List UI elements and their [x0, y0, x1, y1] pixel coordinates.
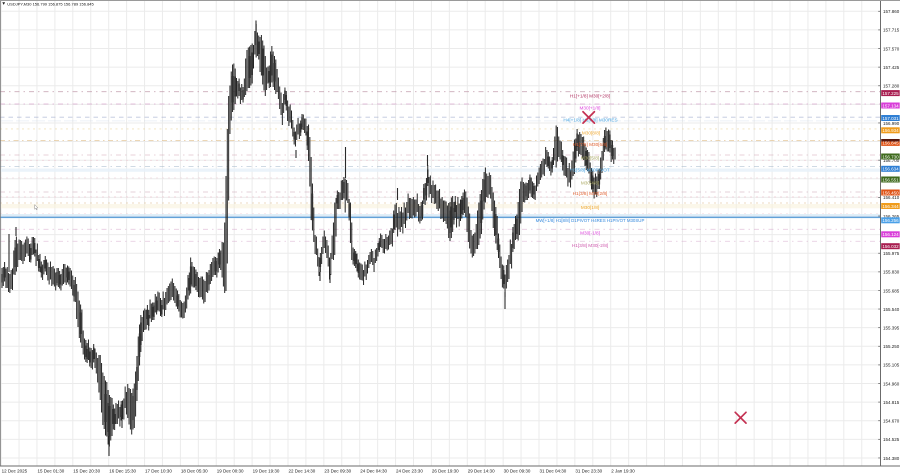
svg-text:24 Dec 23:30: 24 Dec 23:30 — [396, 469, 423, 474]
svg-text:157.134: 157.134 — [882, 103, 899, 108]
svg-text:156.124: 156.124 — [882, 232, 899, 237]
svg-text:19 Dec 19:30: 19 Dec 19:30 — [253, 469, 280, 474]
svg-text:16 Dec 15:30: 16 Dec 15:30 — [109, 469, 136, 474]
svg-text:19 Dec 00:30: 19 Dec 00:30 — [217, 469, 244, 474]
svg-text:155.830: 155.830 — [883, 270, 900, 275]
svg-text:156.634: 156.634 — [882, 167, 899, 172]
svg-text:18 Dec 05:30: 18 Dec 05:30 — [181, 469, 208, 474]
svg-text:154.380: 154.380 — [883, 456, 900, 461]
svg-text:155.250: 155.250 — [883, 344, 900, 349]
svg-text:157.280: 157.280 — [883, 84, 900, 89]
svg-text:31 Dec 04:30: 31 Dec 04:30 — [540, 469, 567, 474]
svg-text:154.960: 154.960 — [883, 381, 900, 386]
svg-text:H1[3/8] M30[-2/8]: H1[3/8] M30[-2/8] — [572, 243, 608, 248]
svg-text:MW[+1/8] H1[8/8] D1PIVOT H4RES: MW[+1/8] H1[8/8] D1PIVOT H4RES H1PIVOT M… — [536, 218, 645, 223]
svg-text:156.265: 156.265 — [883, 214, 900, 219]
svg-text:156.845: 156.845 — [882, 140, 899, 145]
svg-text:24 Dec 04:30: 24 Dec 04:30 — [360, 469, 387, 474]
svg-text:12 Dec 2025: 12 Dec 2025 — [2, 469, 28, 474]
svg-text:M30[+1/8]: M30[+1/8] — [580, 105, 601, 110]
svg-text:155.395: 155.395 — [883, 325, 900, 330]
svg-text:156.032: 156.032 — [882, 244, 899, 249]
svg-text:157.570: 157.570 — [883, 46, 900, 51]
svg-text:156.450: 156.450 — [882, 190, 899, 195]
svg-text:156.256: 156.256 — [882, 218, 899, 223]
svg-text:H1[7/8] M30[6/8]: H1[7/8] M30[6/8] — [573, 142, 608, 147]
svg-text:155.105: 155.105 — [883, 363, 900, 368]
svg-text:157.425: 157.425 — [883, 65, 900, 70]
svg-text:M30[1/8]: M30[1/8] — [581, 205, 599, 210]
svg-text:156.990: 156.990 — [883, 121, 900, 126]
svg-text:M30[8/8]: M30[8/8] — [582, 130, 600, 135]
svg-text:157.031: 157.031 — [882, 116, 899, 121]
svg-text:USDJPY,M30 156.799 156.875 15: USDJPY,M30 156.799 156.875 156.789 156.8… — [7, 1, 94, 6]
svg-text:155.685: 155.685 — [883, 288, 900, 293]
svg-text:157.715: 157.715 — [883, 28, 900, 33]
svg-text:157.225: 157.225 — [882, 91, 899, 96]
svg-text:M30[-1/8]: M30[-1/8] — [580, 230, 600, 235]
svg-text:29 Dec 14:30: 29 Dec 14:30 — [468, 469, 495, 474]
svg-text:156.551: 156.551 — [882, 177, 899, 182]
svg-text:156.410: 156.410 — [883, 195, 900, 200]
svg-text:154.670: 154.670 — [883, 419, 900, 424]
svg-text:22 Dec 14:30: 22 Dec 14:30 — [289, 469, 316, 474]
svg-text:154.815: 154.815 — [883, 400, 900, 405]
svg-text:156.344: 156.344 — [882, 204, 899, 209]
svg-text:31 Dec 23:30: 31 Dec 23:30 — [575, 469, 602, 474]
svg-text:154.525: 154.525 — [883, 437, 900, 442]
svg-text:M30[4/8]: M30[4/8] — [581, 181, 599, 186]
svg-text:157.860: 157.860 — [883, 9, 900, 14]
svg-text:H1[+1/8] M30[+2/8]: H1[+1/8] M30[+2/8] — [570, 94, 610, 99]
svg-text:H1[5/8] M30PIVOT: H1[5/8] M30PIVOT — [570, 168, 610, 173]
svg-text:26 Dec 19:30: 26 Dec 19:30 — [432, 469, 459, 474]
svg-text:M30[5/8]: M30[5/8] — [581, 156, 599, 161]
svg-text:H1[3/8] M30[2/8]: H1[3/8] M30[2/8] — [573, 191, 608, 196]
svg-text:155.975: 155.975 — [883, 251, 900, 256]
svg-text:30 Dec 09:30: 30 Dec 09:30 — [504, 469, 531, 474]
svg-text:15 Dec 01:30: 15 Dec 01:30 — [37, 469, 64, 474]
svg-text:155.540: 155.540 — [883, 307, 900, 312]
svg-text:156.700: 156.700 — [883, 158, 900, 163]
svg-text:156.730: 156.730 — [882, 154, 899, 159]
svg-text:15 Dec 20:30: 15 Dec 20:30 — [73, 469, 100, 474]
svg-text:23 Dec 09:30: 23 Dec 09:30 — [324, 469, 351, 474]
svg-text:17 Dec 10:30: 17 Dec 10:30 — [145, 469, 172, 474]
svg-text:2 Jan 19:30: 2 Jan 19:30 — [611, 469, 635, 474]
svg-text:156.934: 156.934 — [882, 128, 899, 133]
